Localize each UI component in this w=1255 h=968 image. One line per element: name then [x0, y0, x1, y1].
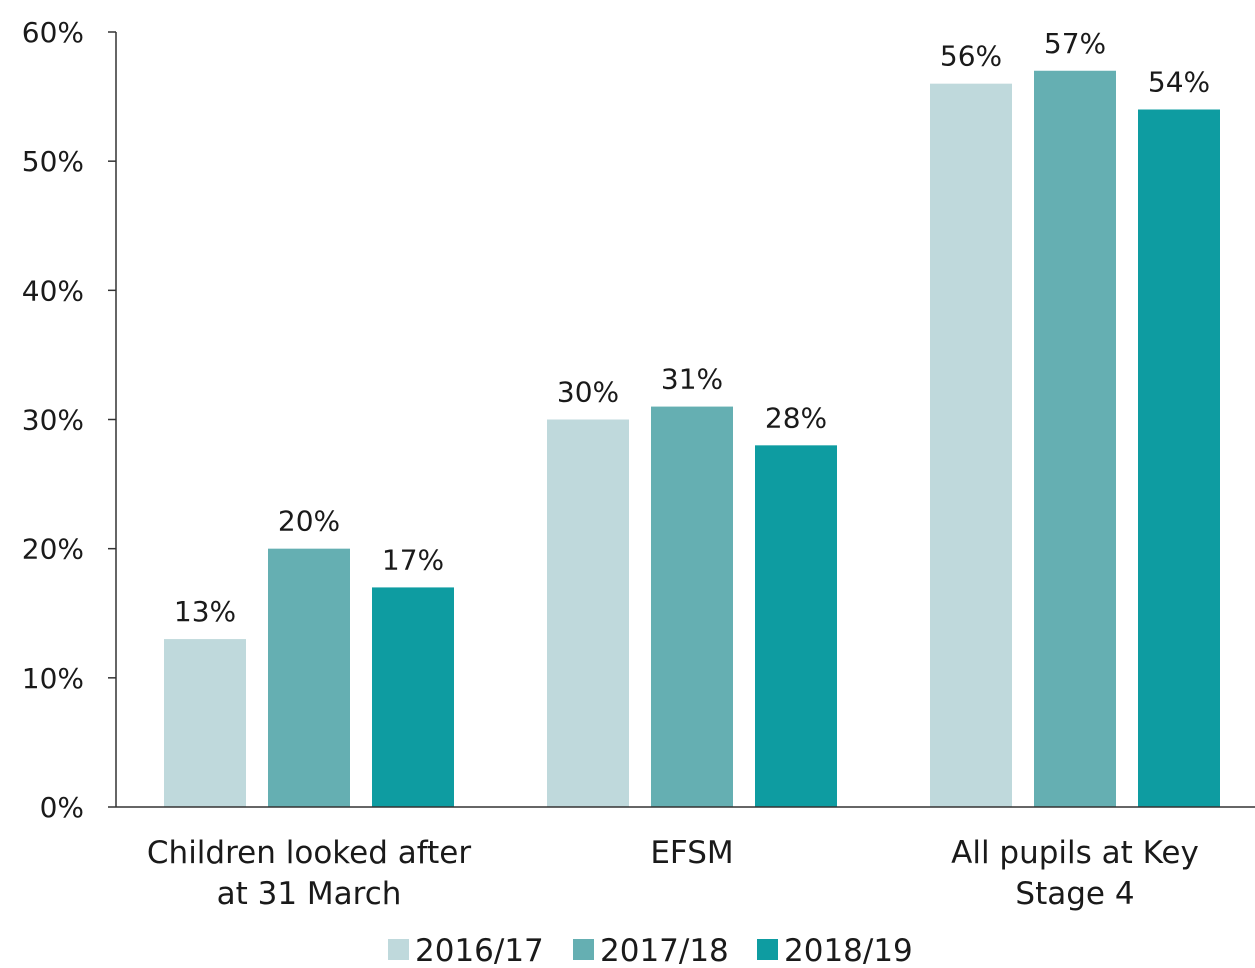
- data-label: 31%: [661, 363, 723, 396]
- data-label: 56%: [940, 40, 1002, 73]
- legend-swatch: [757, 939, 778, 960]
- y-tick-label: 20%: [22, 533, 84, 566]
- data-label: 20%: [278, 505, 340, 538]
- x-category-label: Children looked after at 31 March: [147, 835, 471, 912]
- y-tick-label: 30%: [22, 404, 84, 437]
- x-category-label: EFSM: [650, 835, 733, 871]
- data-label: 28%: [765, 401, 827, 434]
- legend-label: 2016/17: [415, 933, 544, 964]
- bar-2018-19-cat2: [755, 445, 837, 807]
- data-label: 30%: [557, 376, 619, 409]
- data-label: 54%: [1148, 66, 1210, 99]
- bar-2017-18-cat1: [268, 548, 350, 807]
- y-tick-label: 60%: [22, 16, 84, 49]
- y-tick-label: 40%: [22, 274, 84, 307]
- bar-2018-19-cat3: [1138, 109, 1220, 807]
- legend-swatch: [573, 939, 594, 960]
- legend-label: 2017/18: [600, 933, 729, 964]
- bar-2016-17-cat1: [164, 639, 246, 807]
- y-tick-label: 10%: [22, 662, 84, 695]
- data-label: 57%: [1044, 27, 1106, 60]
- bar-2017-18-cat3: [1034, 70, 1116, 807]
- data-label: 13%: [174, 595, 236, 628]
- legend-swatch: [388, 939, 409, 960]
- bar-2016-17-cat2: [547, 419, 629, 807]
- legend-label: 2018/19: [784, 933, 913, 964]
- x-category-label: All pupils at Key Stage 4: [951, 835, 1199, 912]
- bar-2016-17-cat3: [930, 83, 1012, 807]
- bar-2017-18-cat2: [651, 406, 733, 807]
- data-label: 17%: [382, 543, 444, 576]
- y-tick-label: 50%: [22, 145, 84, 178]
- y-tick-label: 0%: [40, 791, 84, 824]
- bar-2018-19-cat1: [372, 587, 454, 807]
